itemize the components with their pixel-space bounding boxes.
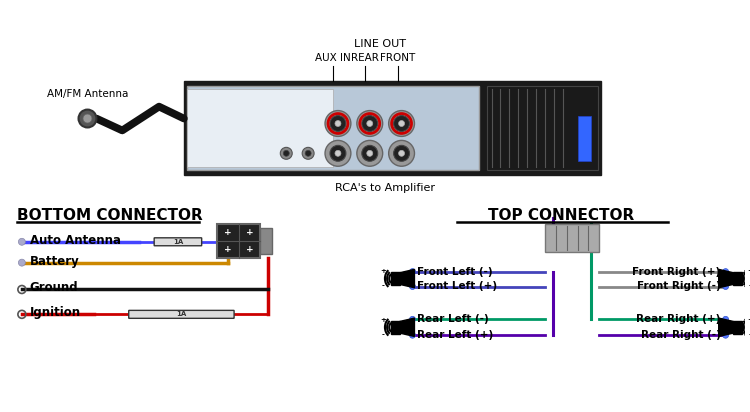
Text: +: + (380, 268, 386, 274)
Polygon shape (400, 269, 415, 288)
Text: 1A: 1A (172, 239, 183, 245)
Bar (391, 272, 400, 285)
Text: Rear Right (+): Rear Right (+) (636, 314, 721, 324)
Text: Rear Left (-): Rear Left (-) (418, 314, 489, 324)
Text: -: - (748, 332, 750, 338)
Circle shape (723, 283, 728, 290)
Text: 1A: 1A (176, 311, 187, 317)
Text: Battery: Battery (30, 255, 80, 268)
Circle shape (394, 145, 410, 161)
Circle shape (302, 147, 314, 159)
Polygon shape (718, 269, 733, 288)
Text: +: + (224, 245, 232, 254)
Circle shape (388, 140, 415, 166)
Circle shape (79, 110, 97, 127)
Text: AM/FM Antenna: AM/FM Antenna (46, 89, 128, 98)
Circle shape (325, 140, 351, 166)
FancyBboxPatch shape (154, 238, 202, 246)
Circle shape (388, 110, 415, 136)
Bar (488, 86, 598, 170)
Text: AUX IN: AUX IN (315, 53, 351, 63)
Circle shape (723, 332, 728, 338)
Text: Rear Right (-): Rear Right (-) (640, 330, 721, 340)
Text: Front Left (+): Front Left (+) (418, 281, 497, 291)
Circle shape (723, 269, 728, 274)
Text: -: - (382, 283, 385, 289)
Bar (733, 321, 742, 334)
Text: RCA's to Amplifier: RCA's to Amplifier (334, 183, 435, 193)
Circle shape (335, 121, 341, 126)
Text: +: + (747, 317, 750, 323)
Bar (187, 86, 479, 170)
Bar (391, 321, 400, 334)
Circle shape (280, 147, 292, 159)
Bar (733, 272, 742, 285)
Circle shape (330, 115, 346, 131)
Circle shape (330, 145, 346, 161)
Polygon shape (718, 318, 733, 337)
Bar (184, 81, 602, 175)
Circle shape (362, 115, 378, 131)
Circle shape (83, 114, 92, 123)
Text: TOP CONNECTOR: TOP CONNECTOR (488, 208, 634, 223)
Text: REAR: REAR (351, 53, 379, 63)
Circle shape (357, 140, 382, 166)
Text: BOTTOM CONNECTOR: BOTTOM CONNECTOR (17, 208, 203, 223)
Circle shape (367, 150, 373, 156)
Circle shape (19, 259, 26, 266)
Circle shape (410, 332, 416, 338)
Circle shape (410, 283, 416, 290)
Circle shape (335, 150, 341, 156)
Circle shape (325, 110, 351, 136)
Circle shape (723, 316, 728, 322)
Circle shape (410, 316, 416, 322)
FancyBboxPatch shape (129, 310, 234, 318)
Bar (544, 224, 599, 252)
Bar (578, 116, 591, 161)
Text: Front Left (-): Front Left (-) (418, 267, 493, 276)
Circle shape (367, 121, 373, 126)
Text: FRONT: FRONT (380, 53, 416, 63)
Text: Rear Left (+): Rear Left (+) (418, 330, 494, 340)
Text: Front Right (-): Front Right (-) (637, 281, 721, 291)
Circle shape (394, 115, 410, 131)
Text: +: + (246, 245, 254, 254)
Text: Ground: Ground (30, 281, 79, 295)
Circle shape (284, 150, 290, 156)
Text: -: - (382, 332, 385, 338)
Bar (260, 228, 272, 254)
Text: +: + (747, 268, 750, 274)
Text: -: - (748, 283, 750, 289)
Text: Ignition: Ignition (30, 306, 81, 319)
Circle shape (410, 269, 416, 274)
Text: +: + (380, 317, 386, 323)
Circle shape (357, 110, 382, 136)
Text: Front Right (+): Front Right (+) (632, 267, 721, 276)
Circle shape (362, 145, 378, 161)
Bar (217, 224, 260, 258)
Circle shape (398, 150, 404, 156)
Text: LINE OUT: LINE OUT (354, 39, 406, 49)
Circle shape (19, 238, 26, 245)
Text: +: + (246, 228, 254, 237)
Polygon shape (400, 318, 415, 337)
Text: Auto Antenna: Auto Antenna (30, 234, 121, 247)
Circle shape (305, 150, 311, 156)
Circle shape (398, 121, 404, 126)
Bar (187, 89, 333, 167)
Text: +: + (224, 228, 232, 237)
